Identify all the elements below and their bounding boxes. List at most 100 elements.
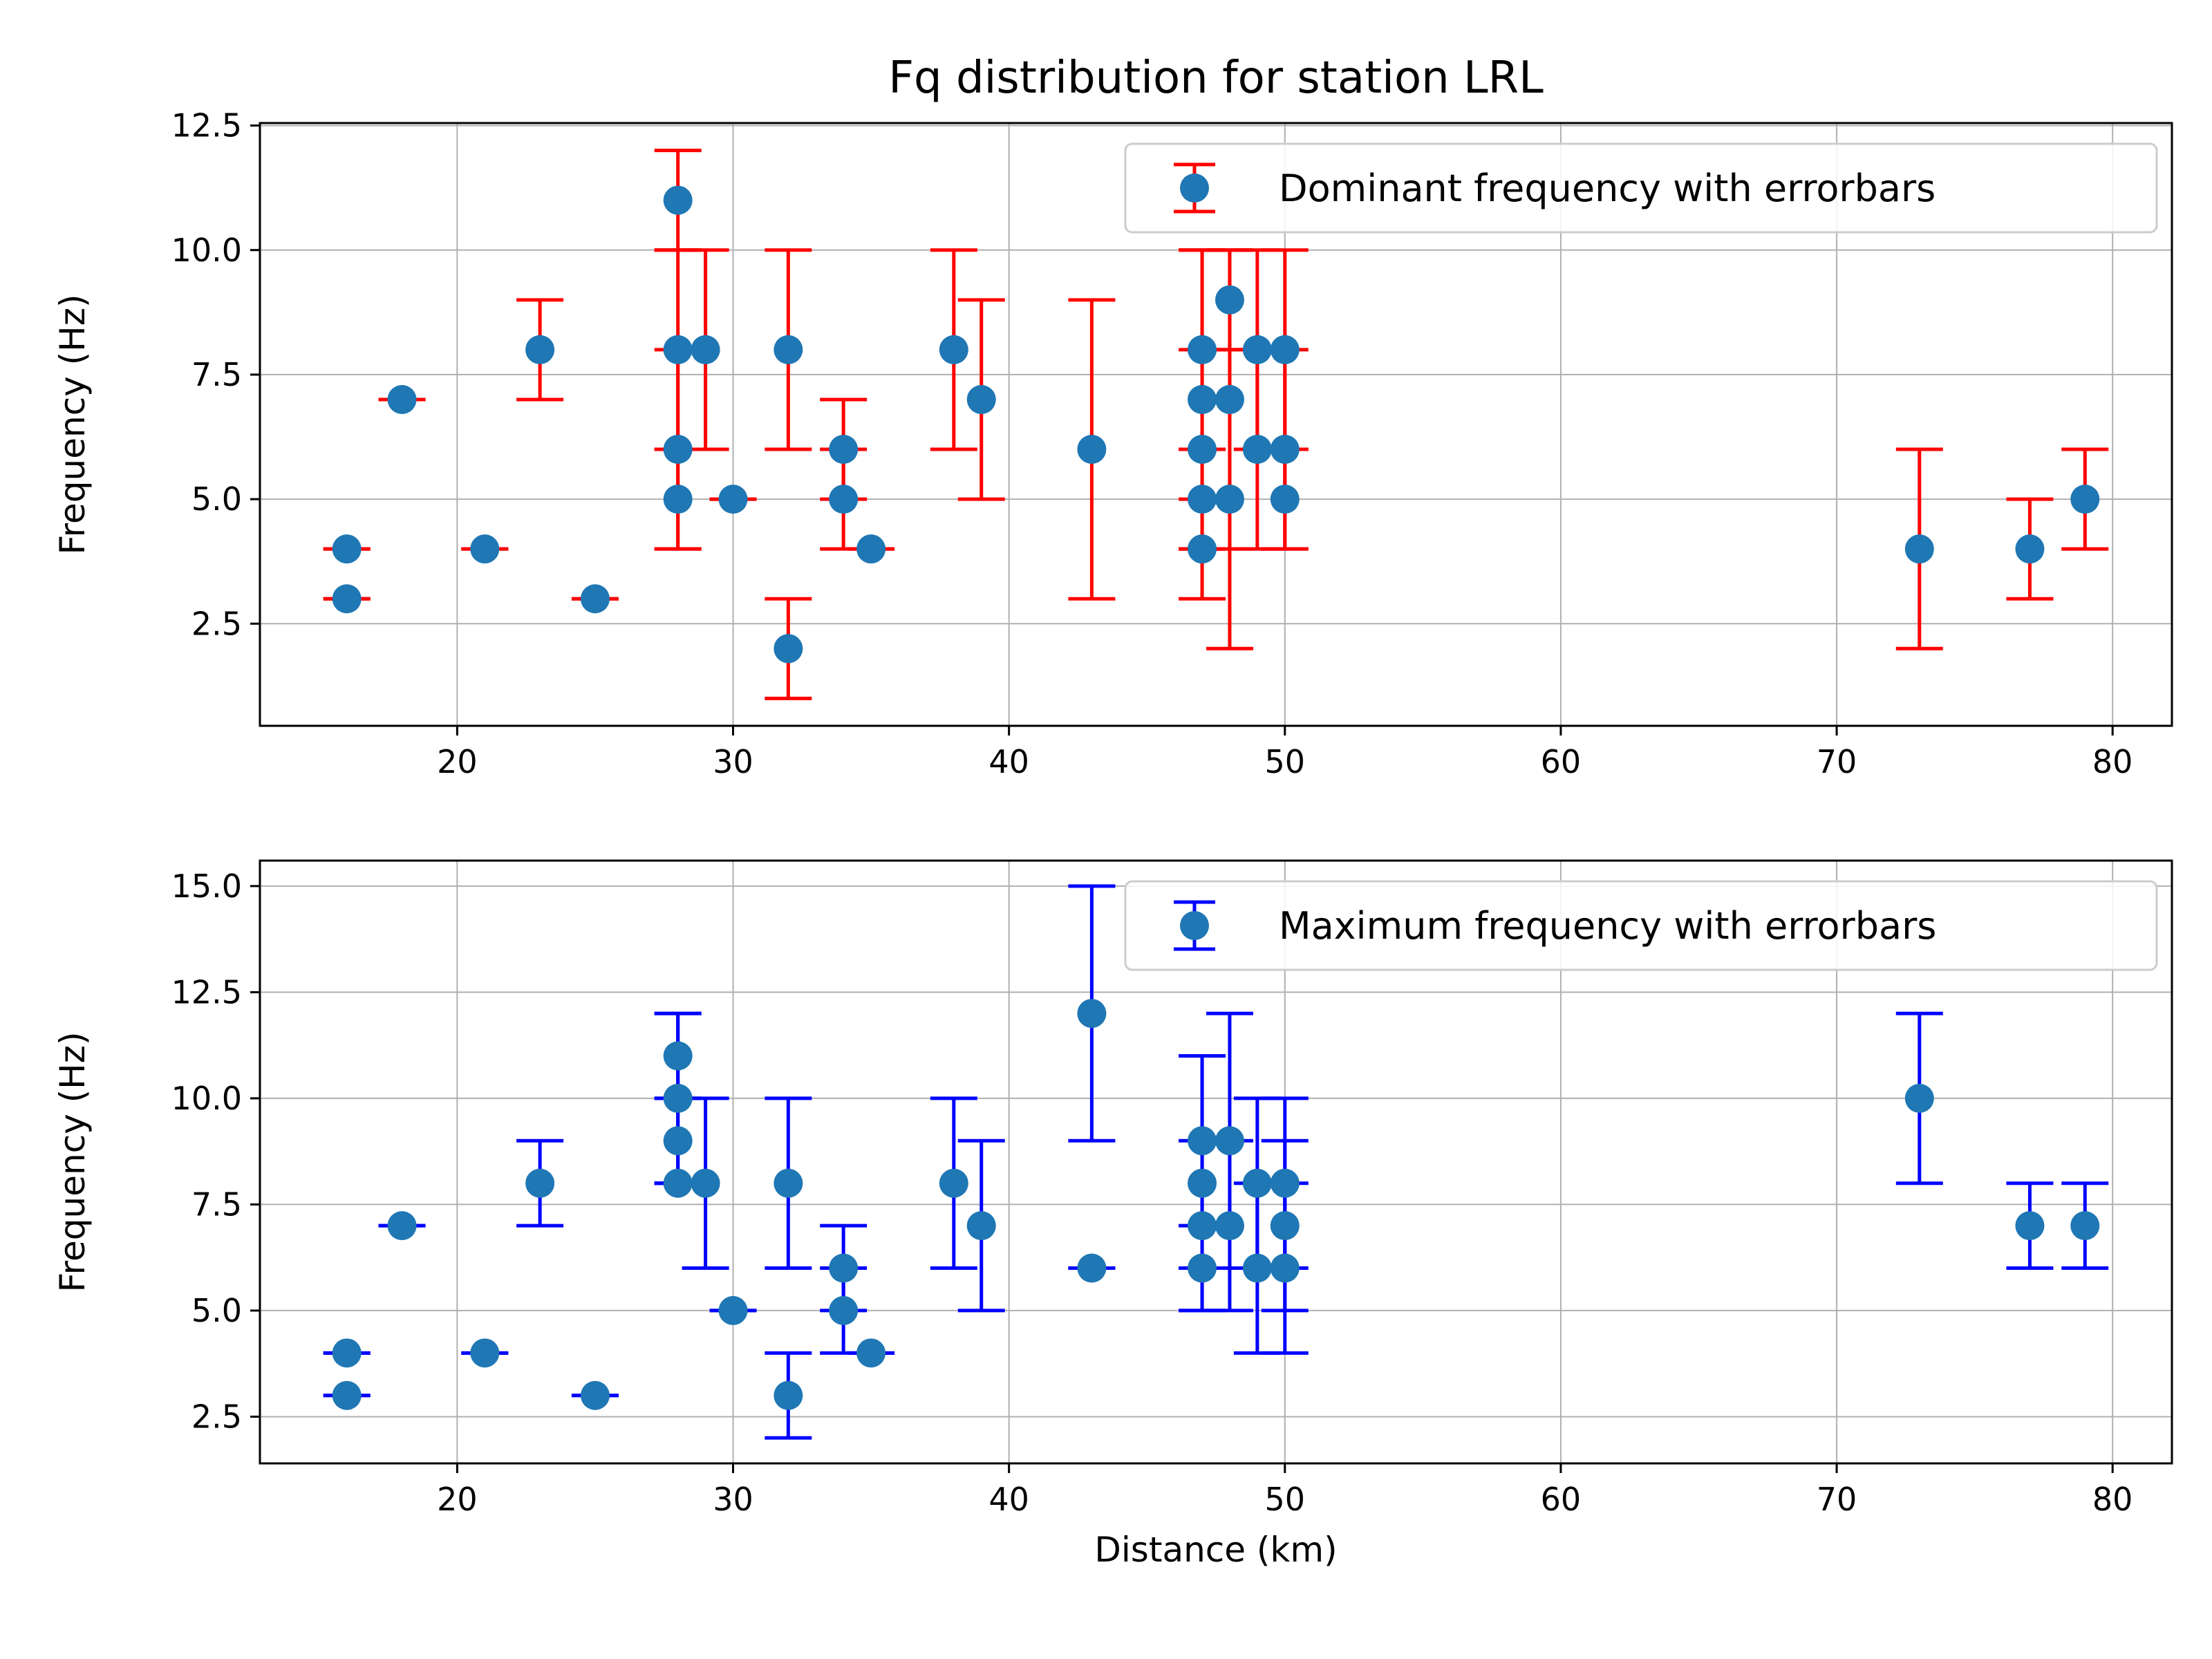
x-tick-label: 70 [1817,743,1857,780]
data-point [663,435,693,465]
x-tick-label: 60 [1541,743,1582,780]
data-point [525,1168,555,1198]
data-point [470,534,500,564]
data-point [525,335,555,364]
data-point [966,1211,996,1241]
y-axis-label: Frequency (Hz) [53,1031,93,1292]
data-point [663,1126,693,1156]
data-point [1077,999,1107,1029]
x-tick-label: 40 [988,1481,1029,1518]
data-point [1188,1168,1217,1198]
y-tick-label: 12.5 [171,107,242,144]
x-tick-label: 70 [1817,1481,1857,1518]
data-point [1188,1126,1217,1156]
data-point [829,485,859,514]
y-tick-label: 2.5 [191,1398,242,1435]
data-point [663,1168,693,1198]
y-tick-label: 15.0 [171,868,242,905]
data-point [691,335,720,364]
chart-title: Fq distribution for station LRL [888,53,1544,104]
legend-box [1124,880,2158,971]
legend-marker [1180,174,1209,203]
data-point [774,1168,803,1198]
data-point [1188,384,1217,414]
data-point [387,1211,417,1241]
data-point [1904,1083,1934,1113]
data-point [1270,435,1300,465]
data-point [580,584,610,614]
data-point [829,435,859,465]
x-tick-label: 40 [988,743,1029,780]
data-point [1270,1211,1300,1241]
data-point [718,485,748,514]
data-point [663,1041,693,1071]
data-point [332,1380,362,1410]
data-point [2070,1211,2100,1241]
data-point [1242,435,1272,465]
x-tick-label: 30 [713,1481,753,1518]
data-point [966,384,996,414]
data-point [1188,1211,1217,1241]
data-point [2015,534,2045,564]
x-axis-label: Distance (km) [1094,1530,1337,1570]
axes-frame [259,122,2173,727]
data-point [1188,534,1217,564]
data-point [2070,485,2100,514]
data-point [939,335,968,364]
x-tick-label: 30 [713,743,753,780]
data-point [1215,1126,1244,1156]
data-point [1188,1253,1217,1283]
axes-frame [259,859,2173,1465]
data-point [387,384,417,414]
data-point [2015,1211,2045,1241]
x-tick-label: 50 [1265,1481,1306,1518]
data-point [774,1380,803,1410]
legend-label: Maximum frequency with errorbars [1279,904,1936,948]
data-point [663,335,693,364]
x-tick-label: 20 [437,743,478,780]
data-point [470,1338,500,1368]
data-point [829,1253,859,1283]
y-tick-label: 7.5 [191,356,242,393]
data-point [1077,435,1107,465]
data-point [1904,534,1934,564]
data-point [1270,485,1300,514]
data-point [1270,1168,1300,1198]
data-point [1242,1168,1272,1198]
data-point [856,534,886,564]
x-tick-label: 50 [1265,743,1306,780]
data-point [1215,485,1244,514]
data-point [691,1168,720,1198]
x-tick-label: 20 [437,1481,478,1518]
data-point [1270,335,1300,364]
y-tick-label: 2.5 [191,605,242,642]
data-point [1242,335,1272,364]
data-point [774,335,803,364]
x-tick-label: 60 [1541,1481,1582,1518]
data-point [939,1168,968,1198]
data-point [332,584,362,614]
data-point [663,485,693,514]
data-point [332,534,362,564]
data-point [1215,384,1244,414]
data-point [1188,485,1217,514]
data-point [1188,435,1217,465]
y-tick-label: 7.5 [191,1185,242,1223]
legend-label: Dominant frequency with errorbars [1279,167,1936,210]
data-point [663,1083,693,1113]
data-point [1215,285,1244,315]
data-point [1215,1211,1244,1241]
y-tick-label: 5.0 [191,1292,242,1329]
data-point [774,634,803,664]
x-tick-label: 80 [2092,1481,2133,1518]
y-axis-label: Frequency (Hz) [53,294,93,554]
data-point [1077,1253,1107,1283]
y-tick-label: 10.0 [171,1080,242,1117]
y-tick-label: 10.0 [171,232,242,269]
data-point [1242,1253,1272,1283]
data-point [856,1338,886,1368]
y-tick-label: 5.0 [191,480,242,518]
data-point [1188,335,1217,364]
data-point [718,1295,748,1325]
